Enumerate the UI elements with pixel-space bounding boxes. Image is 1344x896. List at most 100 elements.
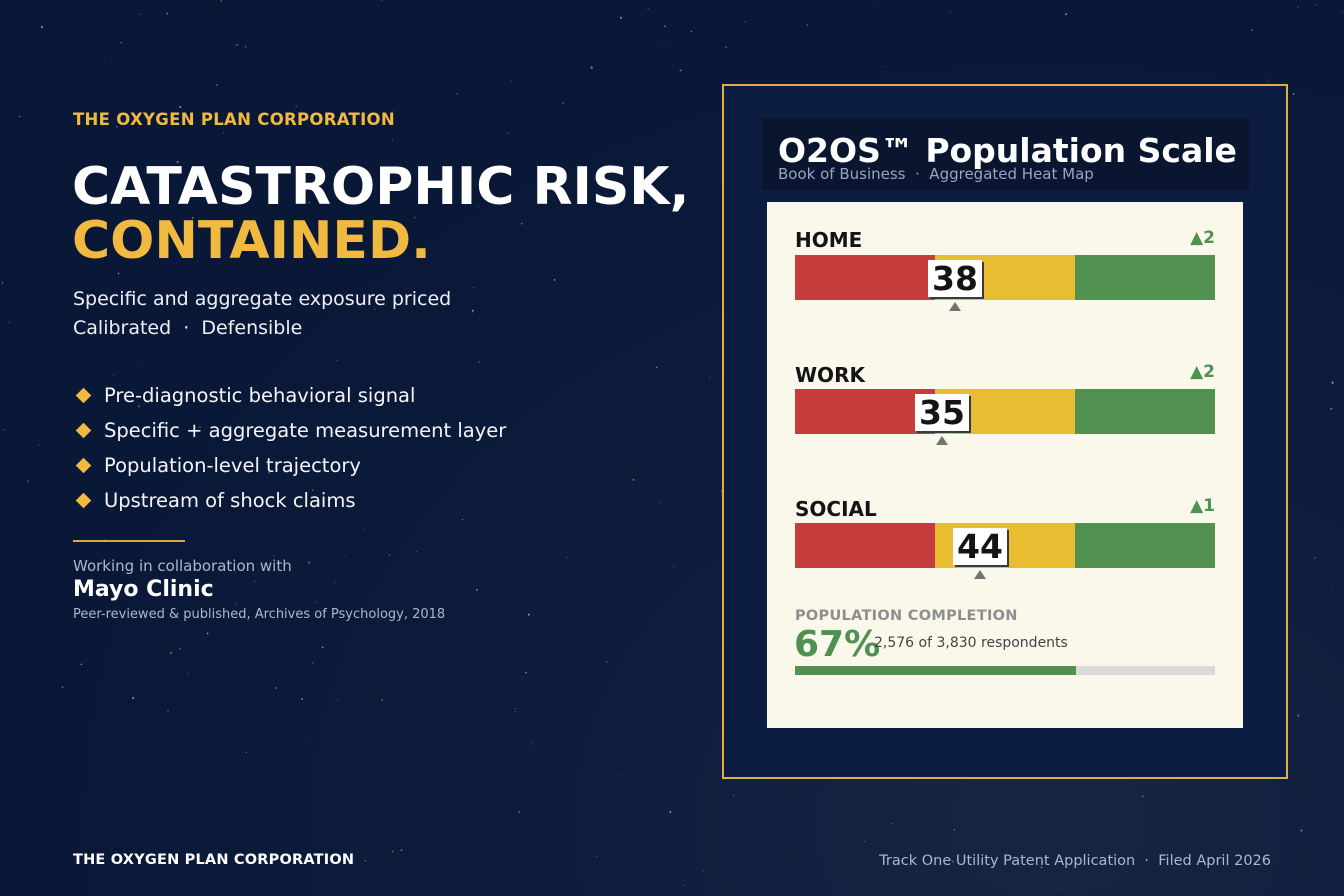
star-dot <box>471 309 474 312</box>
star-dot <box>530 743 532 745</box>
star-dot <box>312 662 314 664</box>
star-dot <box>179 106 182 108</box>
star-dot <box>18 115 21 118</box>
respondent-count: 2,576 of 3,830 respondents <box>874 635 1068 651</box>
star-dot <box>308 743 310 745</box>
star-dot <box>647 7 649 9</box>
star-dot <box>507 132 509 134</box>
footer-patent-note: Track One Utility Patent Application · F… <box>879 853 1271 869</box>
star-dot <box>700 199 702 201</box>
star-dot <box>891 822 893 824</box>
star-dot <box>618 775 620 777</box>
star-dot <box>391 139 393 141</box>
position-marker-icon <box>949 302 961 311</box>
star-dot <box>1043 823 1045 825</box>
star-dot <box>1331 381 1334 384</box>
star-dot <box>909 832 911 834</box>
star-dot <box>1065 13 1068 16</box>
scale-delta-work: ▲2 <box>1190 362 1215 382</box>
diamond-bullet-icon <box>75 387 92 404</box>
diamond-bullet-icon <box>75 422 92 439</box>
star-dot <box>80 663 83 666</box>
star-dot <box>590 66 593 69</box>
star-dot <box>473 287 475 289</box>
star-dot <box>690 30 693 33</box>
footer-brand: THE OXYGEN PLAN CORPORATION <box>73 852 355 868</box>
star-dot <box>663 46 665 48</box>
star-dot <box>195 870 197 872</box>
subtitle-line-1: Specific and aggregate exposure priced <box>73 288 452 310</box>
scale-bar-work <box>795 389 1215 434</box>
population-label: POPULATION COMPLETION <box>795 608 1018 624</box>
star-dot <box>391 850 394 853</box>
star-dot <box>456 93 458 95</box>
brand-eyebrow: THE OXYGEN PLAN CORPORATION <box>73 110 395 129</box>
star-dot <box>235 603 237 605</box>
position-marker-icon <box>974 570 986 579</box>
star-dot <box>120 42 122 44</box>
completion-progress-track <box>795 666 1215 675</box>
star-dot <box>275 687 277 689</box>
star-dot <box>510 80 512 82</box>
star-dot <box>220 0 223 2</box>
star-dot <box>949 11 952 13</box>
star-dot <box>179 647 181 650</box>
star-dot <box>518 810 520 813</box>
star-dot <box>744 20 746 23</box>
star-dot <box>478 360 481 363</box>
star-dot <box>864 841 866 842</box>
star-dot <box>364 859 367 862</box>
feature-text: Pre-diagnostic behavioral signal <box>104 384 416 407</box>
star-dot <box>321 646 324 649</box>
star-dot <box>654 410 656 412</box>
star-dot <box>1315 4 1317 6</box>
diamond-bullet-icon <box>75 492 92 509</box>
scale-bar-home <box>795 255 1215 300</box>
star-dot <box>527 613 530 616</box>
diamond-bullet-icon <box>75 457 92 474</box>
star-dot <box>1142 795 1144 798</box>
star-dot <box>187 672 189 675</box>
bar-segment-green <box>1075 389 1215 434</box>
star-dot <box>40 26 43 29</box>
star-dot <box>334 581 336 583</box>
headline-line-1: CATASTROPHIC RISK, <box>72 157 690 217</box>
star-dot <box>733 794 735 796</box>
star-dot <box>3 429 5 431</box>
scale-label-work: WORK <box>795 363 865 387</box>
bar-segment-green <box>1075 523 1215 568</box>
star-dot <box>953 828 956 831</box>
star-dot <box>8 321 11 324</box>
star-dot <box>166 12 169 15</box>
bar-segment-red <box>795 523 935 568</box>
hero-subtitle: Specific and aggregate exposure priced C… <box>73 285 451 343</box>
star-dot <box>709 377 711 379</box>
star-dot <box>307 561 311 564</box>
score-badge-social: 44 <box>953 528 1007 565</box>
star-dot <box>1 282 4 284</box>
star-dot <box>1321 236 1323 238</box>
feature-list: Pre-diagnostic behavioral signal Specifi… <box>73 378 506 518</box>
star-dot <box>216 84 218 86</box>
star-dot <box>514 710 516 712</box>
star-dot <box>363 529 365 530</box>
star-dot <box>1314 557 1316 559</box>
star-dot <box>139 13 141 15</box>
star-dot <box>619 16 622 19</box>
star-dot <box>1292 93 1295 95</box>
star-dot <box>472 313 474 315</box>
star-dot <box>632 479 635 481</box>
feature-text: Population-level trajectory <box>104 454 361 477</box>
star-dot <box>656 366 658 369</box>
star-dot <box>879 6 880 8</box>
star-dot <box>664 25 666 28</box>
scale-label-home: HOME <box>795 228 863 252</box>
star-dot <box>1057 887 1059 889</box>
star-dot <box>245 751 247 754</box>
card-title: O2OS™ Population Scale <box>778 131 1237 170</box>
position-marker-icon <box>936 436 948 445</box>
collaboration-intro: Working in collaboration with <box>73 557 292 575</box>
score-badge-home: 38 <box>928 260 982 297</box>
star-dot <box>140 362 142 364</box>
population-percent: 67% <box>794 624 881 665</box>
